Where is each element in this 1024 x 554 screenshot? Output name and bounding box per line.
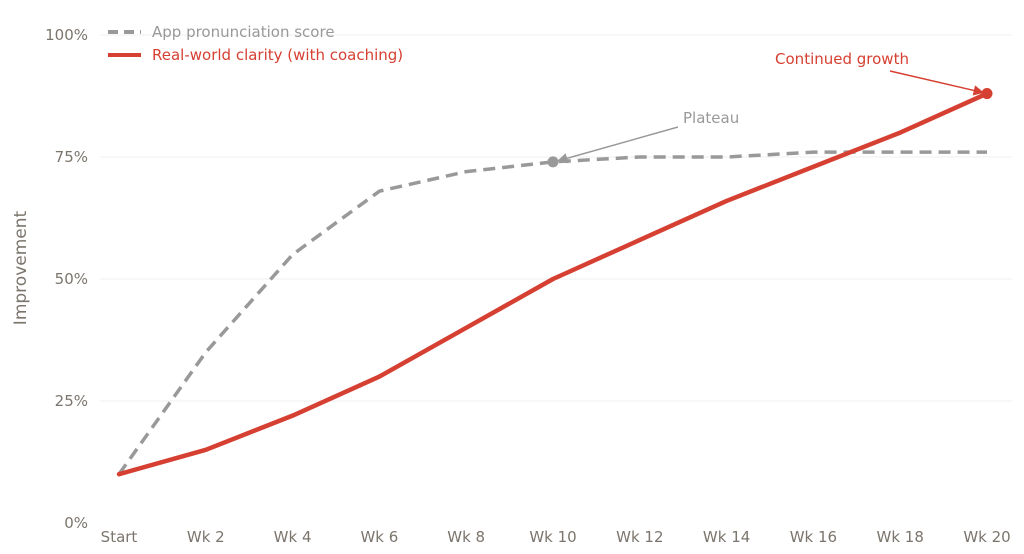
plateau-marker [547,156,559,168]
x-tick-label: Wk 18 [877,528,924,546]
legend: App pronunciation score Real-world clari… [108,23,403,64]
x-tick-label: Wk 10 [529,528,576,546]
y-axis-label: Improvement [11,210,31,325]
x-tick-label: Wk 4 [274,528,312,546]
y-tick-label: 0% [64,514,88,532]
series [116,91,990,477]
legend-label-app: App pronunciation score [152,23,335,41]
plateau-annotation: Plateau [683,109,739,127]
x-tick-label: Wk 16 [790,528,837,546]
growth-marker [981,88,993,100]
y-tick-label: 75% [55,148,88,166]
y-tick-label: 100% [45,26,88,44]
x-tick-label: Wk 20 [963,528,1010,546]
y-axis-ticks: 0% 25% 50% 75% 100% [45,26,88,532]
series-line-app-score [117,150,987,476]
growth-annotation: Continued growth [775,50,909,68]
grid [100,34,1012,402]
annotations: Plateau Continued growth [547,50,993,168]
series-line-real-world-clarity [116,91,990,477]
x-tick-label: Start [101,528,138,546]
legend-label-real-world: Real-world clarity (with coaching) [152,46,403,64]
x-tick-label: Wk 2 [187,528,225,546]
x-axis-ticks: Start Wk 2 Wk 4 Wk 6 Wk 8 Wk 10 Wk 12 Wk 14 Wk 1… [101,528,1011,546]
x-tick-label: Wk 8 [447,528,485,546]
growth-arrow [889,70,985,96]
x-tick-label: Wk 6 [360,528,398,546]
y-tick-label: 25% [55,392,88,410]
y-tick-label: 50% [55,270,88,288]
x-tick-label: Wk 14 [703,528,750,546]
plateau-arrow [556,126,679,164]
x-tick-label: Wk 12 [616,528,663,546]
